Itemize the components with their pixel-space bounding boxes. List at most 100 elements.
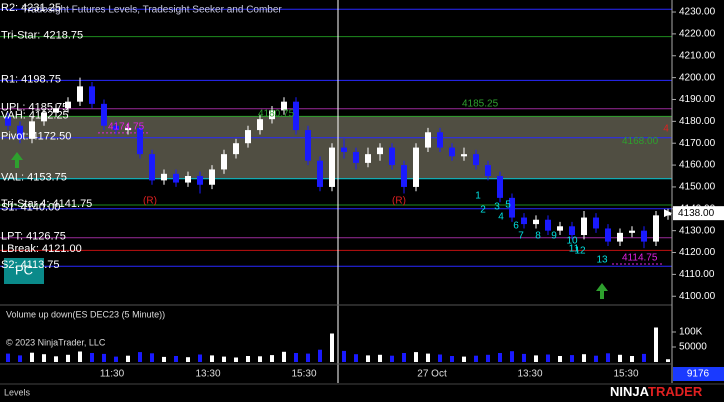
level-label: S1: 4140.00	[1, 202, 60, 214]
volume-bar	[342, 350, 346, 362]
candle-body	[509, 197, 515, 218]
level-label: LBreak: 4121.00	[1, 243, 82, 255]
candle-body	[281, 101, 287, 111]
volume-bar	[390, 355, 394, 362]
plot-layer	[5, 77, 671, 362]
signal-mark: 1	[475, 191, 481, 202]
signal-mark: 2	[480, 205, 486, 216]
volume-bar	[558, 356, 562, 362]
candle-body	[617, 232, 623, 242]
volume-bar	[258, 356, 262, 362]
volume-bar	[486, 354, 490, 362]
x-tick-label: 15:30	[291, 369, 316, 380]
candle-body	[437, 132, 443, 148]
volume-bar	[546, 354, 550, 362]
volume-bar	[138, 352, 142, 362]
level-label: VAH: 4182.25	[1, 109, 69, 121]
signal-mark: 12	[574, 246, 586, 257]
signal-mark: 6	[513, 221, 519, 232]
volume-bar	[114, 356, 118, 362]
volume-bar	[498, 353, 502, 362]
volume-bar	[306, 353, 310, 362]
volume-bar	[66, 354, 70, 362]
candle-body	[209, 169, 215, 185]
signal-arrow	[11, 152, 23, 168]
signal-mark: 4	[498, 212, 504, 223]
candle-body	[557, 226, 563, 231]
candle-body	[125, 127, 131, 131]
y-tick-label: 4180.00	[679, 116, 716, 127]
candle-body	[305, 130, 311, 161]
volume-bar	[474, 355, 478, 362]
candle-body	[113, 125, 119, 131]
last-price-pointer	[664, 209, 672, 218]
volume-bar	[162, 356, 166, 362]
candle-body	[641, 230, 647, 242]
y-tick-label: 4120.00	[679, 247, 716, 258]
candle-body	[533, 219, 539, 225]
volume-bar	[282, 351, 286, 362]
candle-body	[413, 147, 419, 187]
y-tick-label: 4200.00	[679, 72, 716, 83]
candle-body	[221, 154, 227, 170]
volume-bar	[90, 353, 94, 362]
volume-bar	[366, 355, 370, 362]
candle-body	[485, 165, 491, 177]
level-label: Tri-Star: 4218.75	[1, 30, 83, 42]
volume-bar	[450, 356, 454, 362]
candle-body	[101, 103, 107, 126]
volume-bar	[102, 353, 106, 362]
volume-bar	[330, 333, 334, 362]
volume-bar	[246, 356, 250, 362]
signal-mark: 10	[566, 236, 578, 247]
x-tick-label: 15:30	[613, 369, 638, 380]
volume-bar	[234, 357, 238, 362]
volume-bar	[198, 354, 202, 362]
candle-body	[245, 130, 251, 144]
candle-body	[317, 160, 323, 187]
last-price-label: 4138.00	[678, 208, 715, 219]
brand-part: TRADER	[648, 384, 703, 399]
volume-bar	[6, 353, 10, 362]
candle-body	[581, 217, 587, 236]
candle-body	[569, 226, 575, 236]
candle-body	[593, 217, 599, 229]
volume-bar	[642, 353, 646, 362]
signal-mark: 13	[596, 255, 608, 266]
candle-body	[77, 86, 83, 102]
volume-bar	[654, 327, 658, 362]
badge-box[interactable]	[4, 258, 44, 284]
volume-bar	[630, 356, 634, 362]
volume-bar	[210, 355, 214, 362]
level-label: R2: 4231.25	[1, 2, 61, 14]
level-label: LPT: 4126.75	[1, 231, 66, 243]
price-note: 4174.75	[108, 121, 145, 132]
candle-body	[197, 176, 203, 185]
candle-body	[17, 125, 23, 139]
volume-bar	[426, 353, 430, 362]
candle-body	[425, 132, 431, 148]
volume-tick-label: 100K	[679, 327, 703, 338]
candle-body	[401, 165, 407, 187]
candle-body	[29, 121, 35, 139]
volume-bar	[606, 353, 610, 362]
y-tick-label: 4130.00	[679, 225, 716, 236]
volume-bar	[78, 351, 82, 362]
candle-body	[629, 230, 635, 233]
volume-bar	[150, 353, 154, 362]
candle-body	[41, 112, 47, 122]
y-tick-label: 4230.00	[679, 7, 716, 18]
tab-label[interactable]: Levels	[4, 387, 31, 397]
candle-body	[365, 154, 371, 163]
volume-bar	[54, 356, 58, 362]
candle-body	[341, 147, 347, 152]
x-tick-label: 13:30	[195, 369, 220, 380]
y-tick-label: 4190.00	[679, 94, 716, 105]
y-tick-label: 4100.00	[679, 291, 716, 302]
value-area	[0, 116, 672, 179]
volume-bar	[126, 355, 130, 362]
candle-body	[161, 173, 167, 181]
badge-text[interactable]: PC	[15, 262, 33, 277]
candle-body	[5, 116, 11, 126]
